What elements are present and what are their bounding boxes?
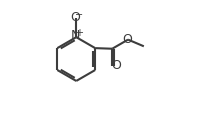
Text: O: O — [123, 32, 133, 46]
Text: −: − — [75, 10, 83, 20]
Text: O: O — [111, 59, 121, 72]
Text: O: O — [71, 11, 81, 24]
Text: +: + — [75, 28, 83, 38]
Text: N: N — [71, 30, 80, 42]
